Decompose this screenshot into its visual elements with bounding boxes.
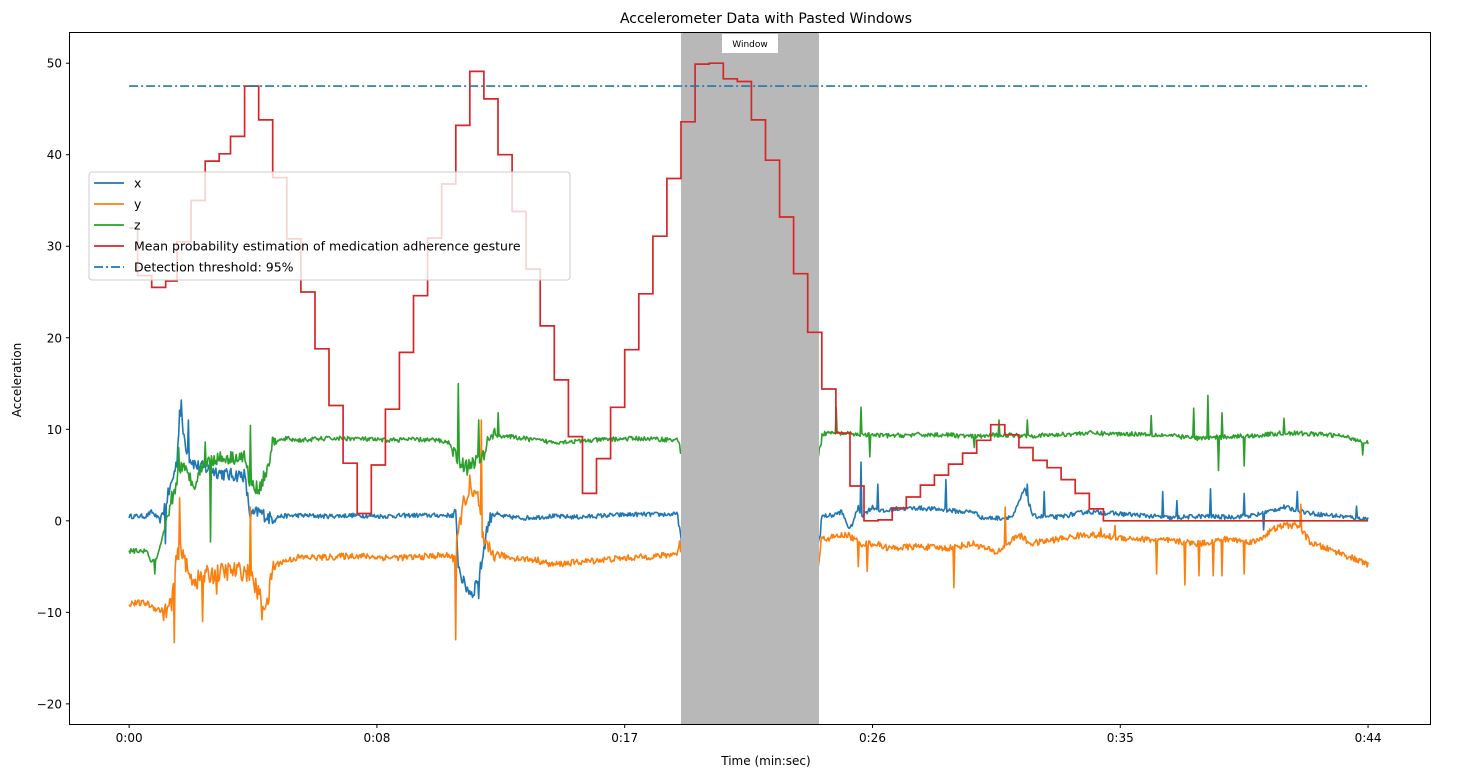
legend: x y z Mean probability estimation of med…	[88, 171, 571, 281]
legend-frame	[88, 171, 571, 281]
x-tick-label: 0:08	[363, 731, 390, 745]
y-tick-label: 40	[47, 148, 62, 162]
chart-title: Accelerometer Data with Pasted Windows	[620, 11, 912, 27]
x-tick-label: 0:44	[1355, 731, 1382, 745]
x-tick-label: 0:00	[116, 731, 143, 745]
y-axis: −20 −10 0 10 20 30 40 50	[37, 57, 70, 711]
legend-label-probability: Mean probability estimation of medicatio…	[134, 239, 521, 254]
x-tick-label: 0:26	[859, 731, 886, 745]
window-label: Window	[732, 40, 768, 50]
x-axis: 0:00 0:08 0:17 0:26 0:35 0:44	[116, 724, 1382, 745]
legend-label-z: z	[134, 218, 141, 233]
y-tick-label: 50	[47, 57, 62, 71]
y-axis-label: Acceleration	[10, 343, 24, 418]
x-tick-label: 0:35	[1107, 731, 1134, 745]
y-tick-label: 0	[54, 514, 62, 528]
x-tick-label: 0:17	[611, 731, 638, 745]
legend-label-threshold: Detection threshold: 95%	[134, 260, 294, 275]
y-tick-label: 30	[47, 240, 62, 254]
y-tick-label: 20	[47, 331, 62, 345]
y-tick-label: −20	[37, 697, 62, 711]
legend-label-x: x	[134, 176, 141, 191]
axes-frame	[69, 32, 1431, 725]
y-tick-label: −10	[37, 606, 62, 620]
window-label-box	[722, 34, 778, 53]
x-axis-label: Time (min:sec)	[720, 754, 810, 768]
y-tick-label: 10	[47, 423, 62, 437]
window-shade	[681, 33, 819, 724]
legend-label-y: y	[134, 197, 142, 212]
